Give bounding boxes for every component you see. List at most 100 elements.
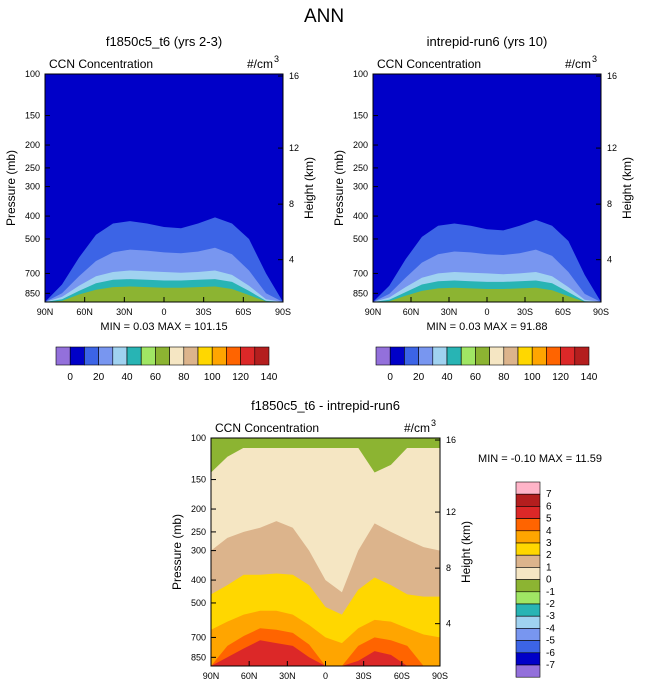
panel-left-label: CCN Concentration: [215, 421, 319, 435]
panel-title: f1850c5_t6 (yrs 2-3): [106, 34, 222, 49]
colorbar-label: 100: [524, 372, 541, 383]
y-tick-label: 850: [353, 288, 368, 298]
colorbar-swatch: [489, 346, 505, 366]
colorbar-swatch: [432, 346, 448, 366]
colorbar-swatch: [404, 346, 419, 366]
y-right-tick-label: 12: [289, 143, 299, 153]
y-tick-label: 300: [191, 546, 206, 556]
colorbar-swatch: [226, 346, 241, 366]
colorbar-swatch: [240, 346, 256, 366]
y-tick-label: 850: [191, 652, 206, 662]
colorbar-swatch: [515, 530, 541, 544]
x-tick-label: 90S: [432, 671, 448, 681]
y-tick-label: 100: [25, 69, 40, 79]
y-right-tick-label: 8: [289, 199, 294, 209]
colorbar-swatch: [531, 346, 547, 366]
x-tick-label: 90N: [365, 307, 382, 317]
colorbar-swatch: [183, 346, 199, 366]
colorbar-label: 20: [413, 372, 425, 383]
x-tick-label: 60S: [394, 671, 410, 681]
y-tick-label: 150: [191, 475, 206, 485]
x-tick-label: 60N: [241, 671, 258, 681]
y-tick-label: 200: [191, 504, 206, 514]
y-right-tick-label: 4: [607, 255, 612, 265]
y-right-tick-label: 8: [607, 199, 612, 209]
colorbar-ccn: 0 20 40 60 80 100 120 140: [55, 346, 278, 383]
panel-units-superscript: 3: [274, 54, 279, 64]
y-right-tick-label: 16: [289, 71, 299, 81]
panel-left-label: CCN Concentration: [49, 57, 153, 71]
colorbar-swatch: [155, 346, 170, 366]
colorbar-swatch: [515, 567, 541, 580]
y-tick-label: 400: [25, 211, 40, 221]
colorbar-swatch: [515, 615, 541, 629]
y-right-tick-label: 4: [446, 619, 451, 629]
x-tick-label: 0: [323, 671, 328, 681]
colorbar-swatch: [515, 652, 541, 666]
y-right-tick-label: 12: [607, 143, 617, 153]
panel-units-superscript: 3: [592, 54, 597, 64]
colorbar-label: -2: [546, 599, 555, 610]
band-negative-top: [211, 438, 440, 473]
band-negative-top: [211, 438, 440, 448]
y-axis-right-label: Height (km): [620, 157, 634, 219]
y-tick-label: 700: [191, 632, 206, 642]
colorbar-label: 40: [121, 372, 133, 383]
colorbar-swatch: [515, 542, 541, 556]
colorbar-swatch: [515, 518, 541, 532]
colorbar-swatch: [460, 346, 476, 366]
panel-units: #/cm: [247, 57, 273, 71]
colorbar-label: 120: [552, 372, 569, 383]
min-max-stats: MIN = 0.03 MAX = 91.88: [426, 321, 547, 333]
x-tick-label: 60N: [76, 307, 93, 317]
colorbar-swatch: [169, 346, 185, 366]
y-tick-label: 250: [191, 527, 206, 537]
y-right-tick-label: 16: [446, 435, 456, 445]
colorbar-label: 60: [470, 372, 482, 383]
x-tick-label: 90N: [203, 671, 220, 681]
y-tick-label: 850: [25, 288, 40, 298]
min-max-stats: MIN = -0.10 MAX = 11.59: [478, 453, 602, 465]
x-tick-label: 90S: [593, 307, 609, 317]
colorbar-swatch: [112, 346, 128, 366]
colorbar-swatch: [515, 603, 541, 617]
y-tick-label: 300: [353, 182, 368, 192]
colorbar-label: 40: [441, 372, 453, 383]
colorbar-label: -6: [546, 648, 555, 659]
y-tick-label: 400: [353, 211, 368, 221]
band-5-6: [211, 640, 440, 666]
colorbar-swatch: [69, 346, 85, 366]
main-title: ANN: [304, 6, 344, 27]
y-tick-label: 250: [353, 163, 368, 173]
colorbar-label: 6: [546, 501, 552, 512]
x-tick-label: 60S: [555, 307, 571, 317]
colorbar-swatch: [211, 346, 227, 366]
y-axis-label: Pressure (mb): [170, 514, 184, 590]
colorbar-label: 7: [546, 489, 552, 500]
colorbar-swatch: [98, 346, 114, 366]
colorbar-swatch: [55, 346, 71, 366]
x-tick-label: 60S: [235, 307, 251, 317]
y-right-tick-label: 16: [607, 71, 617, 81]
panel-units: #/cm: [404, 421, 430, 435]
colorbar-label: 100: [204, 372, 221, 383]
colorbar-label: 140: [261, 372, 278, 383]
x-tick-label: 30S: [196, 307, 212, 317]
x-tick-label: 60N: [403, 307, 420, 317]
panel-difference: f1850c5_t6 - intrepid-run6 CCN Concentrat…: [170, 398, 602, 681]
y-tick-label: 100: [191, 433, 206, 443]
colorbar-swatch: [254, 346, 270, 366]
colorbar-swatch: [515, 664, 541, 678]
colorbar-ccn-2: 0 20 40 60 80 100 120 140: [375, 346, 598, 383]
colorbar-label: 4: [546, 526, 552, 537]
y-tick-label: 500: [191, 598, 206, 608]
y-tick-label: 250: [25, 163, 40, 173]
colorbar-swatch: [515, 579, 541, 593]
y-tick-label: 200: [25, 140, 40, 150]
colorbar-swatch: [389, 346, 405, 366]
colorbar-swatch: [515, 628, 541, 641]
y-right-tick-label: 8: [446, 563, 451, 573]
x-tick-label: 90S: [275, 307, 291, 317]
colorbar-label: 60: [150, 372, 162, 383]
band-80-100: [45, 286, 283, 302]
